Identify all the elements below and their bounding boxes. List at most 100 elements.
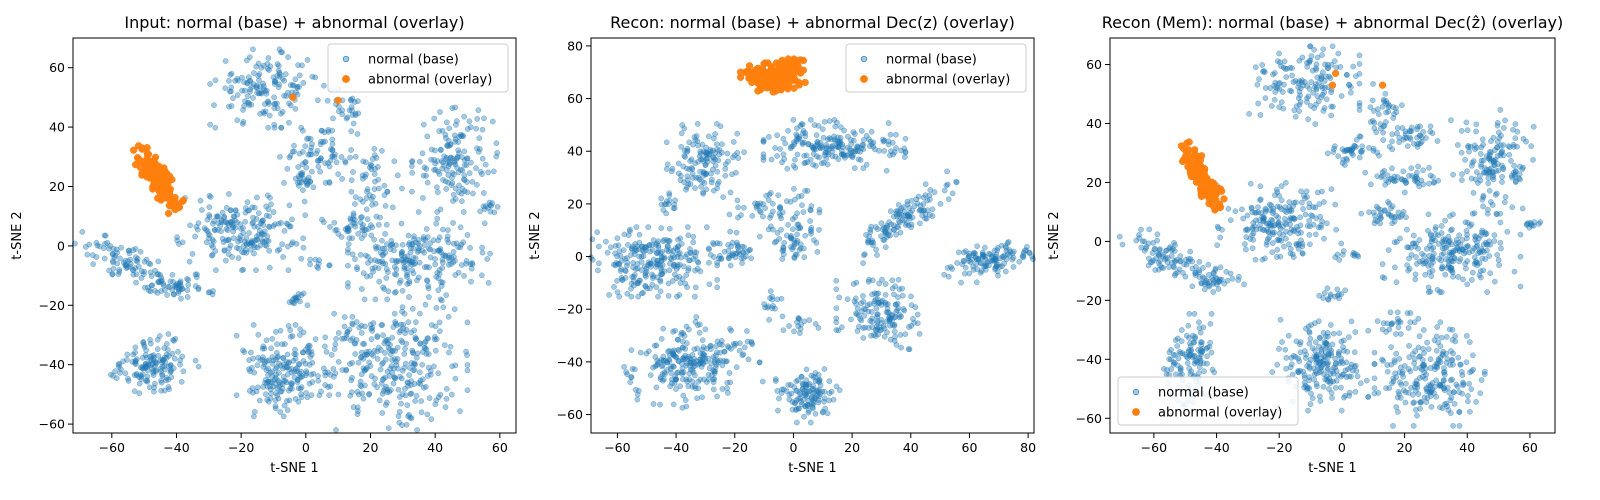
data-point (1214, 223, 1221, 230)
data-point (1147, 259, 1154, 266)
data-point (249, 220, 256, 227)
data-point (218, 219, 225, 225)
data-point (360, 198, 366, 205)
data-point (118, 244, 124, 251)
y-axis-label: t-SNE 2 (528, 211, 543, 259)
data-point (714, 393, 720, 400)
data-point (445, 313, 452, 320)
data-point (240, 225, 246, 231)
data-point (459, 154, 465, 161)
data-point (1259, 62, 1266, 68)
data-point (1339, 251, 1346, 258)
data-point (1530, 157, 1536, 163)
data-point (234, 117, 241, 124)
data-point (687, 246, 693, 252)
data-point (1279, 89, 1286, 95)
data-point (1464, 235, 1470, 242)
data-point (474, 145, 480, 152)
data-point (180, 368, 187, 375)
data-point (694, 395, 700, 402)
data-point (1495, 257, 1502, 263)
data-point (853, 310, 859, 317)
data-point (803, 366, 810, 373)
data-point (850, 137, 857, 144)
data-point (260, 80, 266, 87)
data-point (315, 163, 322, 170)
data-point (1492, 191, 1499, 198)
data-point (823, 144, 830, 151)
data-point (195, 363, 202, 370)
data-point (902, 149, 909, 156)
data-point (914, 311, 921, 318)
data-point (1397, 235, 1403, 242)
data-point (628, 285, 634, 292)
data-point (1511, 162, 1517, 169)
data-point (887, 208, 894, 215)
data-point (710, 386, 717, 393)
data-point (1251, 223, 1258, 230)
data-point (1324, 150, 1331, 157)
data-point (1321, 199, 1327, 205)
data-point (671, 201, 678, 208)
data-point (1428, 246, 1435, 252)
data-point (376, 185, 382, 192)
data-point (665, 293, 672, 299)
data-point (1183, 353, 1190, 360)
data-point (762, 74, 770, 82)
data-point (164, 209, 173, 218)
data-point (694, 120, 701, 127)
data-point (411, 360, 418, 367)
data-point (1377, 220, 1383, 227)
data-point (1232, 208, 1239, 215)
data-point (820, 134, 827, 141)
data-point (1304, 223, 1311, 229)
data-point (736, 73, 745, 81)
data-point (1241, 281, 1247, 288)
data-point (442, 178, 449, 185)
data-point (294, 379, 301, 385)
data-point (257, 242, 264, 249)
data-point (286, 202, 293, 209)
data-point (413, 393, 420, 399)
data-point (251, 408, 258, 415)
data-point (299, 169, 306, 176)
data-point (345, 283, 351, 290)
data-point (358, 330, 365, 336)
data-point (1477, 268, 1484, 274)
data-point (1398, 176, 1405, 183)
data-point (699, 141, 706, 148)
data-point (262, 108, 269, 115)
y-tick-label: 0 (57, 238, 65, 253)
data-point (794, 419, 800, 426)
data-point (250, 81, 257, 87)
data-point (230, 235, 237, 242)
data-point (1276, 192, 1282, 199)
data-point (779, 313, 786, 320)
data-point (1381, 207, 1388, 214)
data-point (664, 161, 671, 168)
data-point (399, 287, 406, 294)
data-point (320, 139, 326, 145)
data-point (214, 227, 221, 233)
data-point (734, 197, 741, 204)
data-point (1415, 163, 1421, 170)
data-point (1196, 274, 1203, 280)
data-point (385, 269, 391, 276)
data-point (726, 211, 733, 218)
data-point (892, 283, 898, 290)
data-point (1428, 262, 1435, 268)
data-point (833, 327, 840, 333)
data-point (427, 240, 433, 247)
data-point (965, 253, 972, 260)
data-point (1442, 217, 1448, 224)
data-point (682, 397, 689, 403)
data-point (464, 387, 471, 394)
data-point (414, 427, 420, 433)
data-point (1486, 149, 1493, 155)
data-point (714, 181, 721, 188)
data-point (659, 377, 666, 384)
data-point (730, 139, 737, 145)
data-point (1274, 246, 1281, 253)
data-point (1174, 362, 1181, 369)
data-point (349, 313, 356, 320)
